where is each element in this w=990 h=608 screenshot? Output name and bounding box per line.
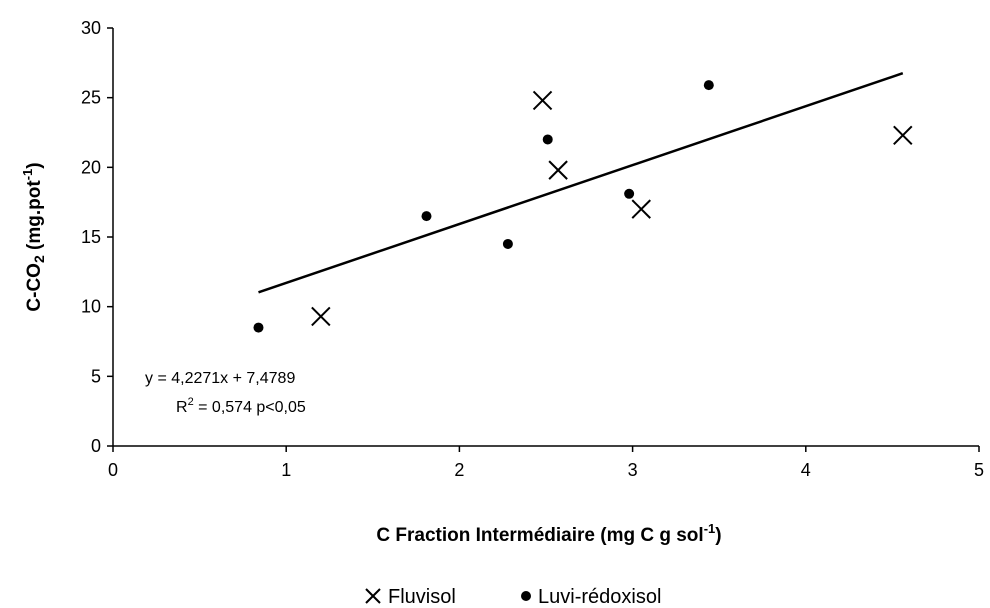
x-axis-ticks: 0 1 2 3 4 5	[108, 446, 984, 480]
luvi-redoxisol-point	[253, 322, 264, 333]
legend: Fluvisol Luvi-rédoxisol	[365, 586, 661, 608]
x-tick-label: 0	[108, 460, 118, 480]
fluvisol-point	[311, 306, 331, 327]
x-tick-label: 4	[801, 460, 811, 480]
data-points	[253, 80, 913, 333]
x-tick-label: 1	[281, 460, 291, 480]
y-tick-label: 5	[91, 366, 101, 386]
y-tick-label: 10	[81, 297, 101, 317]
luvi-redoxisol-point	[502, 238, 513, 249]
luvi-redoxisol-point	[624, 188, 635, 199]
x-axis-title: C Fraction Intermédiaire (mg C g sol-1)	[376, 521, 721, 546]
equation-label: y = 4,2271x + 7,4789	[145, 370, 295, 387]
r-squared-label: R2 = 0,574 p<0,05	[176, 396, 306, 416]
y-tick-label: 15	[81, 227, 101, 247]
fluvisol-point	[893, 125, 913, 145]
x-tick-label: 2	[454, 460, 464, 480]
trendline	[258, 72, 904, 294]
luvi-redoxisol-point	[421, 211, 432, 222]
legend-label-luvi-redoxisol: Luvi-rédoxisol	[538, 586, 661, 608]
fluvisol-point	[532, 90, 553, 111]
legend-label-fluvisol: Fluvisol	[388, 586, 456, 608]
y-axis-ticks: 0 5 10 15 20 25 30	[81, 18, 113, 456]
x-tick-label: 5	[974, 460, 984, 480]
y-axis-title: C-CO2 (mg.pot-1)	[20, 162, 47, 311]
x-tick-label: 3	[628, 460, 638, 480]
fluvisol-point	[548, 160, 568, 180]
fluvisol-point	[631, 199, 651, 219]
plot-area: 0 5 10 15 20 25 30 0 1 2 3 4 5	[81, 18, 984, 480]
luvi-redoxisol-point	[703, 80, 714, 91]
luvi-redoxisol-point	[542, 134, 553, 145]
y-tick-label: 25	[81, 88, 101, 108]
legend-marker-fluvisol	[365, 588, 381, 604]
y-tick-label: 20	[81, 157, 101, 177]
legend-marker-luvi-redoxisol	[521, 591, 531, 601]
y-tick-label: 0	[91, 436, 101, 456]
y-tick-label: 30	[81, 18, 101, 38]
